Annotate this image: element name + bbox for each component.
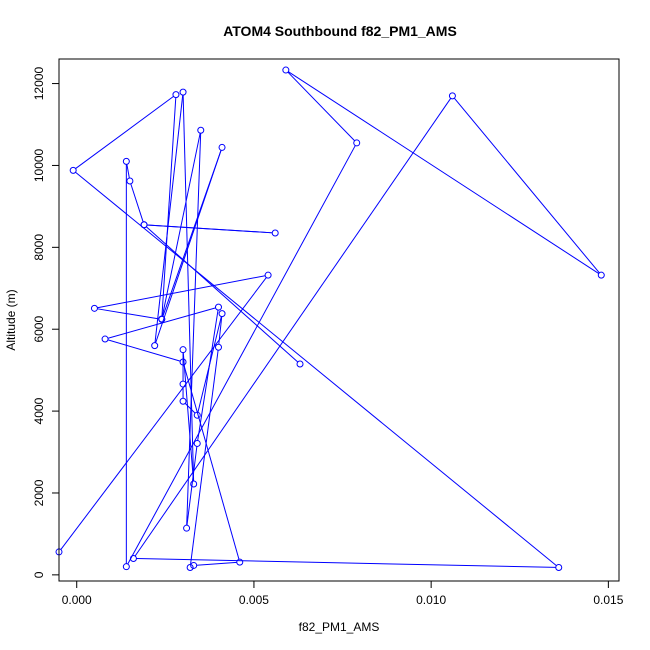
- data-point: [597, 271, 605, 279]
- data-point: [179, 346, 187, 354]
- series-segment: [60, 277, 267, 550]
- x-tick-label: 0.000: [62, 593, 92, 607]
- series-segment: [182, 352, 194, 482]
- series-segment: [130, 183, 144, 223]
- data-point: [140, 221, 148, 229]
- data-point: [101, 335, 109, 343]
- series-segment: [162, 150, 222, 317]
- data-point: [179, 358, 187, 366]
- series-layer: [55, 66, 605, 571]
- data-point: [186, 563, 194, 571]
- data-point: [190, 561, 198, 569]
- data-point: [179, 380, 187, 388]
- data-point: [214, 303, 222, 311]
- data-point: [353, 139, 361, 147]
- data-point: [271, 229, 279, 237]
- y-tick-label: 4000: [32, 397, 46, 424]
- series-segment: [196, 561, 237, 566]
- data-point: [158, 315, 166, 323]
- data-point: [129, 554, 137, 562]
- data-point: [555, 563, 563, 571]
- y-tick-label: 6000: [32, 316, 46, 343]
- series-segment: [107, 307, 216, 339]
- data-point: [236, 558, 244, 566]
- x-axis-label: f82_PM1_AMS: [299, 620, 380, 634]
- series-segment: [186, 446, 198, 526]
- series-segment: [161, 133, 201, 317]
- series-segment: [75, 95, 174, 169]
- data-point: [179, 397, 187, 405]
- series-segment: [288, 71, 600, 274]
- data-point: [69, 166, 77, 174]
- data-point: [122, 563, 130, 571]
- series-segment: [161, 97, 177, 317]
- y-tick-label: 0: [32, 571, 46, 578]
- series-segment: [186, 133, 202, 526]
- data-point: [183, 524, 191, 532]
- data-point: [214, 343, 222, 351]
- y-tick-label: 2000: [32, 479, 46, 506]
- series-segment: [182, 95, 195, 481]
- data-point: [448, 92, 456, 100]
- series-segment: [287, 71, 355, 142]
- data-point: [90, 304, 98, 312]
- series-segment: [126, 164, 130, 179]
- y-tick-label: 12000: [32, 67, 46, 101]
- x-tick-label: 0.015: [593, 593, 623, 607]
- data-point: [126, 177, 134, 185]
- data-point: [172, 91, 180, 99]
- data-point: [218, 143, 226, 151]
- data-point: [151, 342, 159, 350]
- y-tick-label: 10000: [32, 148, 46, 182]
- series-segment: [145, 226, 299, 363]
- series-segment: [154, 95, 184, 343]
- data-point: [193, 439, 201, 447]
- data-point: [218, 310, 226, 318]
- series-segment: [107, 339, 181, 362]
- series-segment: [197, 309, 219, 441]
- series-segment: [197, 316, 222, 413]
- data-point: [122, 157, 130, 165]
- series-segment: [97, 308, 159, 320]
- series-segment: [190, 350, 219, 565]
- chart-title: ATOM4 Southbound f82_PM1_AMS: [223, 23, 457, 39]
- series-segment: [453, 97, 600, 274]
- series-segment: [127, 145, 356, 565]
- data-point: [179, 88, 187, 96]
- series-segment: [97, 275, 266, 309]
- y-axis-label: Altitude (m): [4, 289, 18, 350]
- series-segment: [183, 364, 240, 560]
- y-tick-label: 8000: [32, 234, 46, 261]
- series-segment: [184, 403, 196, 414]
- data-point: [197, 126, 205, 134]
- x-tick-label: 0.010: [416, 593, 446, 607]
- data-point: [282, 66, 290, 74]
- data-point: [193, 411, 201, 419]
- series-segment: [75, 171, 557, 566]
- data-point: [190, 480, 198, 488]
- x-tick-label: 0.005: [239, 593, 269, 607]
- data-point: [264, 271, 272, 279]
- y-axis: 0 2000 4000 6000 8000 10000 12000: [32, 67, 60, 578]
- series-segment: [136, 558, 556, 568]
- x-axis: 0.000 0.005 0.010 0.015: [62, 580, 624, 607]
- series-segment: [134, 98, 452, 557]
- data-point: [296, 360, 304, 368]
